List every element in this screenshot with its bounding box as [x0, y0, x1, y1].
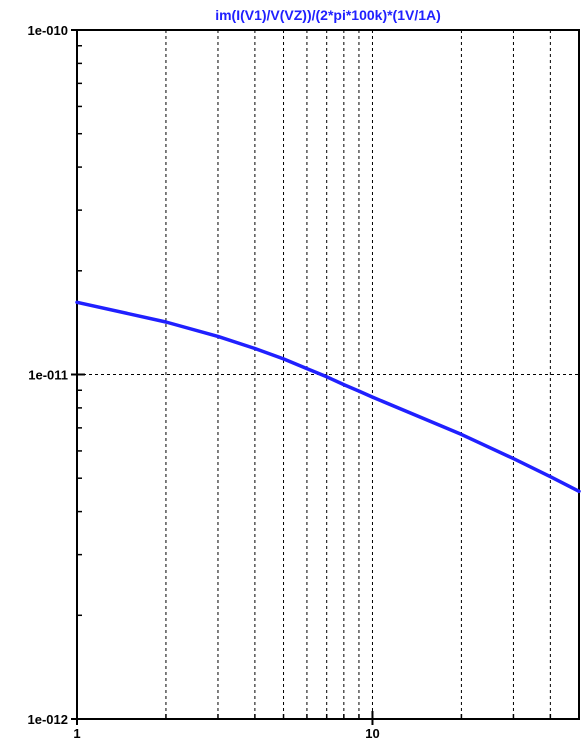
y-tick-label: 1e-012	[28, 712, 68, 727]
y-tick-label: 1e-011	[28, 368, 68, 383]
trace-legend-label[interactable]: im(I(V1)/V(VZ))/(2*pi*100k)*(1V/1A)	[215, 7, 441, 23]
series-line[interactable]	[75, 300, 581, 494]
tick-labels: 1e-010 1e-011 1e-012 1 10	[28, 23, 380, 741]
x-tick-label: 1	[73, 726, 80, 741]
grid-lines	[77, 30, 579, 719]
y-tick-label: 1e-010	[28, 23, 68, 38]
x-tick-label: 10	[365, 726, 379, 741]
series-layer	[75, 300, 581, 494]
axis-ticks	[71, 29, 552, 725]
